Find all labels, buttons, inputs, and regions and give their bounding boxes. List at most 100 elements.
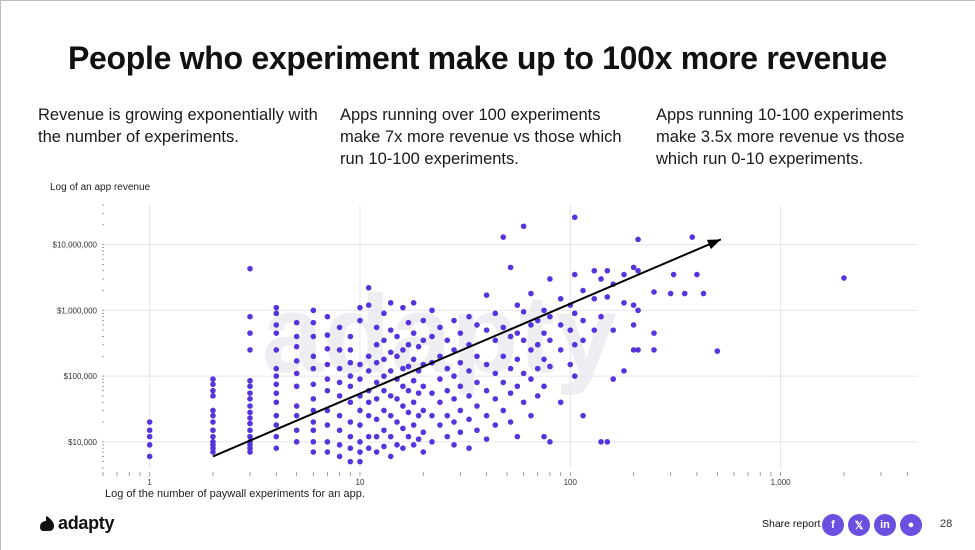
data-point (324, 439, 331, 445)
data-point (444, 337, 451, 344)
data-point (483, 436, 490, 442)
data-point (541, 383, 547, 390)
data-point (474, 379, 480, 386)
data-point (541, 330, 547, 336)
data-point (210, 376, 216, 382)
y-tick-label: $100,000 (64, 372, 98, 381)
data-point (347, 399, 354, 406)
data-point (420, 383, 427, 390)
data-point (528, 322, 534, 328)
trend-arrow (212, 238, 722, 458)
data-point (635, 307, 641, 314)
data-point (310, 307, 317, 314)
data-point (630, 322, 637, 328)
data-point (365, 412, 372, 419)
data-point (483, 292, 490, 298)
data-point (357, 449, 363, 455)
data-point (630, 264, 637, 271)
data-point (514, 330, 521, 336)
data-point (210, 412, 216, 419)
data-point (580, 337, 586, 344)
data-point (394, 353, 400, 360)
data-point (591, 267, 598, 274)
data-point (541, 356, 547, 363)
data-point (347, 433, 354, 440)
data-point (437, 376, 443, 382)
data-point (444, 365, 451, 372)
facebook-icon[interactable]: f (822, 514, 844, 536)
data-point (520, 309, 527, 315)
x-tick-label: 1 (147, 478, 152, 487)
data-point (347, 383, 354, 390)
data-point (635, 267, 641, 274)
data-point (437, 422, 443, 428)
share-report-label: Share report (762, 518, 821, 530)
data-point (310, 353, 317, 360)
data-point (444, 387, 451, 394)
y-tick-label: $1,000,000 (57, 306, 98, 315)
x-icon[interactable]: 𝕏 (848, 514, 870, 536)
data-point (500, 324, 507, 331)
data-point (567, 327, 574, 333)
data-point (324, 346, 331, 352)
data-point (394, 396, 400, 402)
data-point (507, 264, 514, 271)
data-point (651, 330, 657, 336)
data-point (210, 393, 216, 399)
data-point (500, 353, 507, 360)
data-point (347, 373, 354, 379)
data-point (528, 347, 534, 353)
data-point (420, 317, 427, 324)
data-point (273, 310, 280, 317)
data-point (381, 427, 387, 434)
data-point (394, 419, 400, 425)
data-point (387, 412, 394, 419)
data-point (146, 433, 153, 440)
data-point (429, 390, 435, 396)
data-point (410, 330, 417, 336)
data-point (492, 396, 499, 402)
y-tick-label: $10,000,000 (53, 241, 98, 250)
insight-column-3: Apps running 10-100 experiments make 3.5… (656, 106, 905, 168)
data-point (324, 313, 331, 320)
data-point (520, 399, 527, 406)
data-point (373, 433, 380, 440)
data-point (466, 368, 472, 374)
data-point (451, 396, 457, 402)
data-point (387, 327, 394, 333)
data-point (387, 393, 394, 399)
data-point (324, 376, 331, 382)
data-point (347, 458, 354, 465)
data-point (604, 294, 611, 300)
adapty-logo-icon (40, 515, 54, 531)
data-point (146, 442, 153, 448)
data-point (567, 361, 574, 368)
data-point (324, 422, 331, 428)
data-point (651, 347, 657, 353)
data-point (310, 381, 317, 388)
slide-title: People who experiment make up to 100x mo… (67, 40, 888, 76)
brand-name: adapty (58, 513, 115, 533)
data-point (293, 403, 300, 409)
data-point (841, 275, 847, 281)
data-point (507, 419, 514, 425)
linkedin-icon[interactable]: in (874, 514, 896, 536)
data-point (357, 317, 363, 324)
data-point (381, 443, 387, 450)
data-point (210, 427, 216, 434)
data-point (492, 422, 499, 428)
data-point (621, 300, 627, 306)
data-point (365, 399, 372, 406)
data-point (520, 370, 527, 377)
data-point (247, 433, 253, 440)
reddit-icon[interactable]: ● (900, 514, 922, 536)
data-point (520, 337, 527, 344)
data-point (610, 327, 617, 333)
data-point (437, 353, 443, 360)
data-point (507, 390, 514, 396)
data-point (273, 390, 280, 396)
data-point (451, 317, 457, 324)
data-point (365, 285, 372, 291)
data-point (357, 304, 363, 311)
data-point (534, 365, 541, 372)
